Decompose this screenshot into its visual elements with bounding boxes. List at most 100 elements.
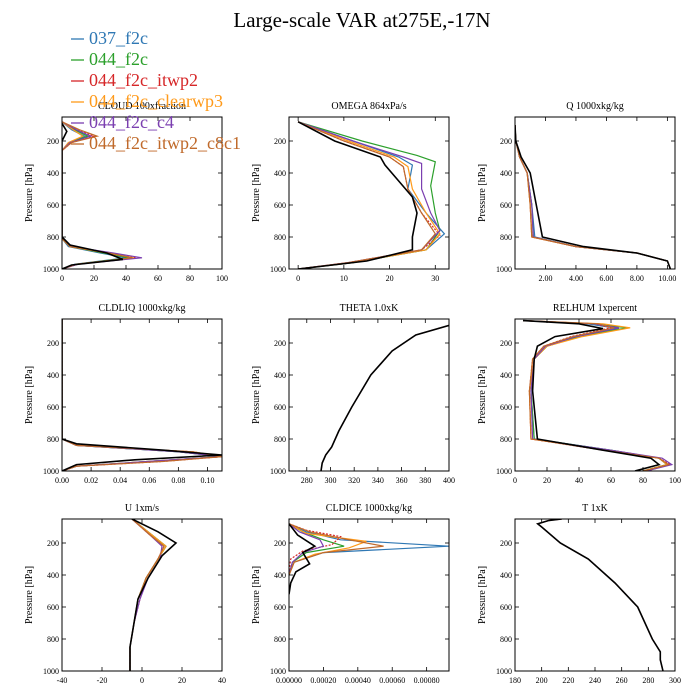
- y-tick-label: 1000: [270, 667, 286, 676]
- x-tick-label: 8.00: [630, 274, 644, 283]
- y-tick-label: 1000: [43, 265, 59, 274]
- y-tick-label: 400: [500, 169, 512, 178]
- plot-frame: [514, 318, 676, 472]
- x-tick-label: 40: [122, 274, 130, 283]
- x-tick-label: 20: [543, 476, 551, 485]
- series-line-044-f2c-itwp2: [320, 324, 449, 471]
- y-tick-label: 400: [274, 371, 286, 380]
- x-tick-label: 340: [372, 476, 384, 485]
- legend-entry: 037_f2c: [89, 28, 148, 48]
- y-tick-label: 1000: [43, 667, 59, 676]
- panel-title: RELHUM 1xpercent: [553, 303, 637, 314]
- series-line-reference: [522, 319, 661, 471]
- x-tick-label: -40: [57, 676, 68, 685]
- plot-frame: [514, 518, 676, 672]
- x-tick-label: 0: [513, 476, 517, 485]
- x-tick-label: 20: [90, 274, 98, 283]
- series-line-044-f2c-itwp2: [522, 320, 672, 471]
- x-tick-label: 40: [218, 676, 226, 685]
- series-line-044-f2c-c4: [297, 121, 441, 269]
- y-tick-label: 800: [500, 233, 512, 242]
- x-tick-label: 0: [60, 274, 64, 283]
- x-tick-label: 400: [443, 476, 455, 485]
- x-tick-label: 180: [509, 676, 521, 685]
- x-tick-label: 40: [575, 476, 583, 485]
- panel-title: CLDLIQ 1000xkg/kg: [99, 303, 186, 314]
- y-tick-label: 800: [500, 435, 512, 444]
- y-tick-label: 600: [500, 201, 512, 210]
- x-tick-label: 0.10: [200, 476, 214, 485]
- series-line-reference: [536, 519, 664, 671]
- y-tick-label: 1000: [43, 467, 59, 476]
- y-tick-label: 600: [500, 403, 512, 412]
- y-tick-label: 800: [47, 435, 59, 444]
- y-tick-label: 800: [47, 233, 59, 242]
- x-tick-label: 0.00020: [310, 676, 336, 685]
- series-line-044-f2c-itwp2: [297, 121, 441, 269]
- x-tick-label: 240: [589, 676, 601, 685]
- x-tick-label: 60: [607, 476, 615, 485]
- x-tick-label: 0.00000: [276, 676, 302, 685]
- y-axis-label: Pressure [hPa]: [24, 566, 35, 624]
- x-tick-label: 0.06: [142, 476, 156, 485]
- series-line-reference: [62, 122, 124, 269]
- x-tick-label: 280: [642, 676, 654, 685]
- legend: 037_f2c044_f2c044_f2c_itwp2044_f2c_clear…: [71, 28, 241, 153]
- x-tick-label: 20: [386, 274, 394, 283]
- y-axis-label: Pressure [hPa]: [251, 566, 262, 624]
- x-tick-label: 80: [186, 274, 194, 283]
- y-tick-label: 600: [274, 403, 286, 412]
- x-tick-label: -20: [97, 676, 108, 685]
- x-tick-label: 100: [216, 274, 228, 283]
- panel-title: U 1xm/s: [125, 503, 159, 514]
- y-tick-label: 1000: [270, 265, 286, 274]
- x-tick-label: 0.00060: [379, 676, 405, 685]
- series-line-044-f2c: [289, 523, 345, 576]
- plot-frame: [61, 116, 223, 270]
- series-line-reference: [62, 319, 222, 471]
- series-line-reference: [515, 124, 672, 269]
- x-tick-label: 100: [669, 476, 681, 485]
- y-tick-label: 1000: [270, 467, 286, 476]
- x-tick-label: 320: [348, 476, 360, 485]
- plot-frame: [288, 116, 450, 270]
- panel-title: OMEGA 864xPa/s: [331, 101, 406, 112]
- y-tick-label: 200: [47, 137, 59, 146]
- panel-title: CLDICE 1000xkg/kg: [326, 503, 412, 514]
- series-line-reference: [297, 121, 418, 269]
- y-tick-label: 400: [500, 571, 512, 580]
- x-tick-label: 200: [536, 676, 548, 685]
- series-line-044-f2c-c4: [289, 523, 325, 576]
- y-tick-label: 200: [274, 539, 286, 548]
- series-line-044-f2c-clearwp3: [129, 519, 167, 671]
- x-tick-label: 0.00040: [345, 676, 371, 685]
- panel-4: CLDLIQ 1000xkg/kg Pressure [hPa] 200 400 600…: [24, 303, 223, 485]
- y-tick-label: 600: [274, 603, 286, 612]
- x-tick-label: 0.02: [84, 476, 98, 485]
- x-tick-label: 4.00: [569, 274, 583, 283]
- panel-title: Q 1000xkg/kg: [566, 101, 624, 112]
- panel-8: CLDICE 1000xkg/kg Pressure [hPa] 200 400 600…: [251, 503, 450, 685]
- series-line-reference: [289, 523, 317, 595]
- series-line-044-f2c-clearwp3: [297, 121, 441, 269]
- y-axis-label: Pressure [hPa]: [477, 566, 488, 624]
- y-tick-label: 600: [500, 603, 512, 612]
- y-axis-label: Pressure [hPa]: [477, 366, 488, 424]
- series-line-044-f2c-itwp2: [536, 519, 664, 671]
- legend-entry: 044_f2c_itwp2: [89, 70, 198, 90]
- y-tick-label: 200: [274, 339, 286, 348]
- y-tick-label: 800: [274, 635, 286, 644]
- x-tick-label: 300: [324, 476, 336, 485]
- x-tick-label: 220: [562, 676, 574, 685]
- y-tick-label: 1000: [496, 265, 512, 274]
- y-tick-label: 400: [47, 371, 59, 380]
- x-tick-label: 80: [639, 476, 647, 485]
- legend-entry: 044_f2c_clearwp3: [89, 91, 223, 111]
- y-tick-label: 400: [500, 371, 512, 380]
